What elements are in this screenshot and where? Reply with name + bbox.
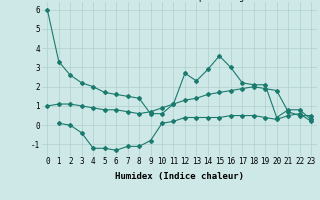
- X-axis label: Humidex (Indice chaleur): Humidex (Indice chaleur): [115, 172, 244, 181]
- Title: Courbe de l'humidex pour Laegern: Courbe de l'humidex pour Laegern: [99, 0, 259, 2]
